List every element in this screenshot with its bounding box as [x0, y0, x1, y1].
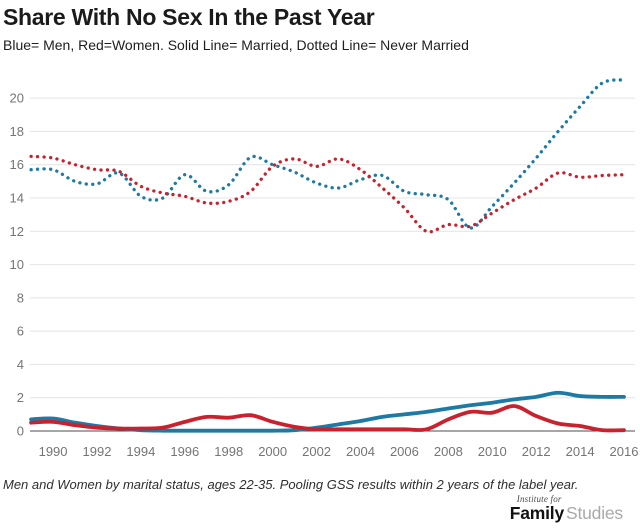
logo-institute-for: Institute for: [516, 494, 562, 504]
y-axis-label: 14: [10, 190, 24, 205]
x-axis-label: 2014: [566, 444, 595, 459]
series-never-married-women-line: [29, 154, 626, 234]
x-axis-label: 2016: [610, 444, 639, 459]
y-axis-label: 20: [10, 91, 24, 106]
x-axis-label: 1996: [170, 444, 199, 459]
x-axis-label: 2010: [478, 444, 507, 459]
chart-title: Share With No Sex In the Past Year: [3, 4, 375, 30]
y-axis-label: 16: [10, 157, 24, 172]
x-axis-label: 2000: [258, 444, 287, 459]
chart-footnote: Men and Women by marital status, ages 22…: [3, 477, 579, 492]
y-axis-label: 2: [17, 390, 24, 405]
ifs-logo: Institute for Family Studies: [510, 495, 623, 523]
y-axis-label: 8: [17, 290, 24, 305]
series-married-men-line: [29, 390, 626, 433]
x-axis-label: 2008: [434, 444, 463, 459]
y-axis-label: 0: [17, 424, 24, 439]
series-married-women-line: [29, 404, 626, 433]
logo-studies: Studies: [566, 503, 623, 523]
y-axis-label: 6: [17, 324, 24, 339]
series-never-married-men-line: [29, 78, 626, 230]
x-axis-label: 2004: [346, 444, 375, 459]
x-axis-label: 1992: [83, 444, 112, 459]
chart-subtitle: Blue= Men, Red=Women. Solid Line= Marrie…: [3, 37, 469, 53]
y-axis-label: 4: [17, 357, 24, 372]
y-axis-label: 10: [10, 257, 24, 272]
x-axis-label: 1998: [214, 444, 243, 459]
logo-family-studies: Family Studies: [509, 503, 623, 523]
x-axis-label: 1990: [39, 444, 68, 459]
logo-family: Family: [509, 503, 565, 523]
x-axis-label: 2002: [302, 444, 331, 459]
y-axis-label: 18: [10, 124, 24, 139]
x-axis-label: 2012: [522, 444, 551, 459]
y-axis-label: 12: [10, 224, 24, 239]
x-axis-label: 1994: [126, 444, 155, 459]
x-axis-label: 2006: [390, 444, 419, 459]
